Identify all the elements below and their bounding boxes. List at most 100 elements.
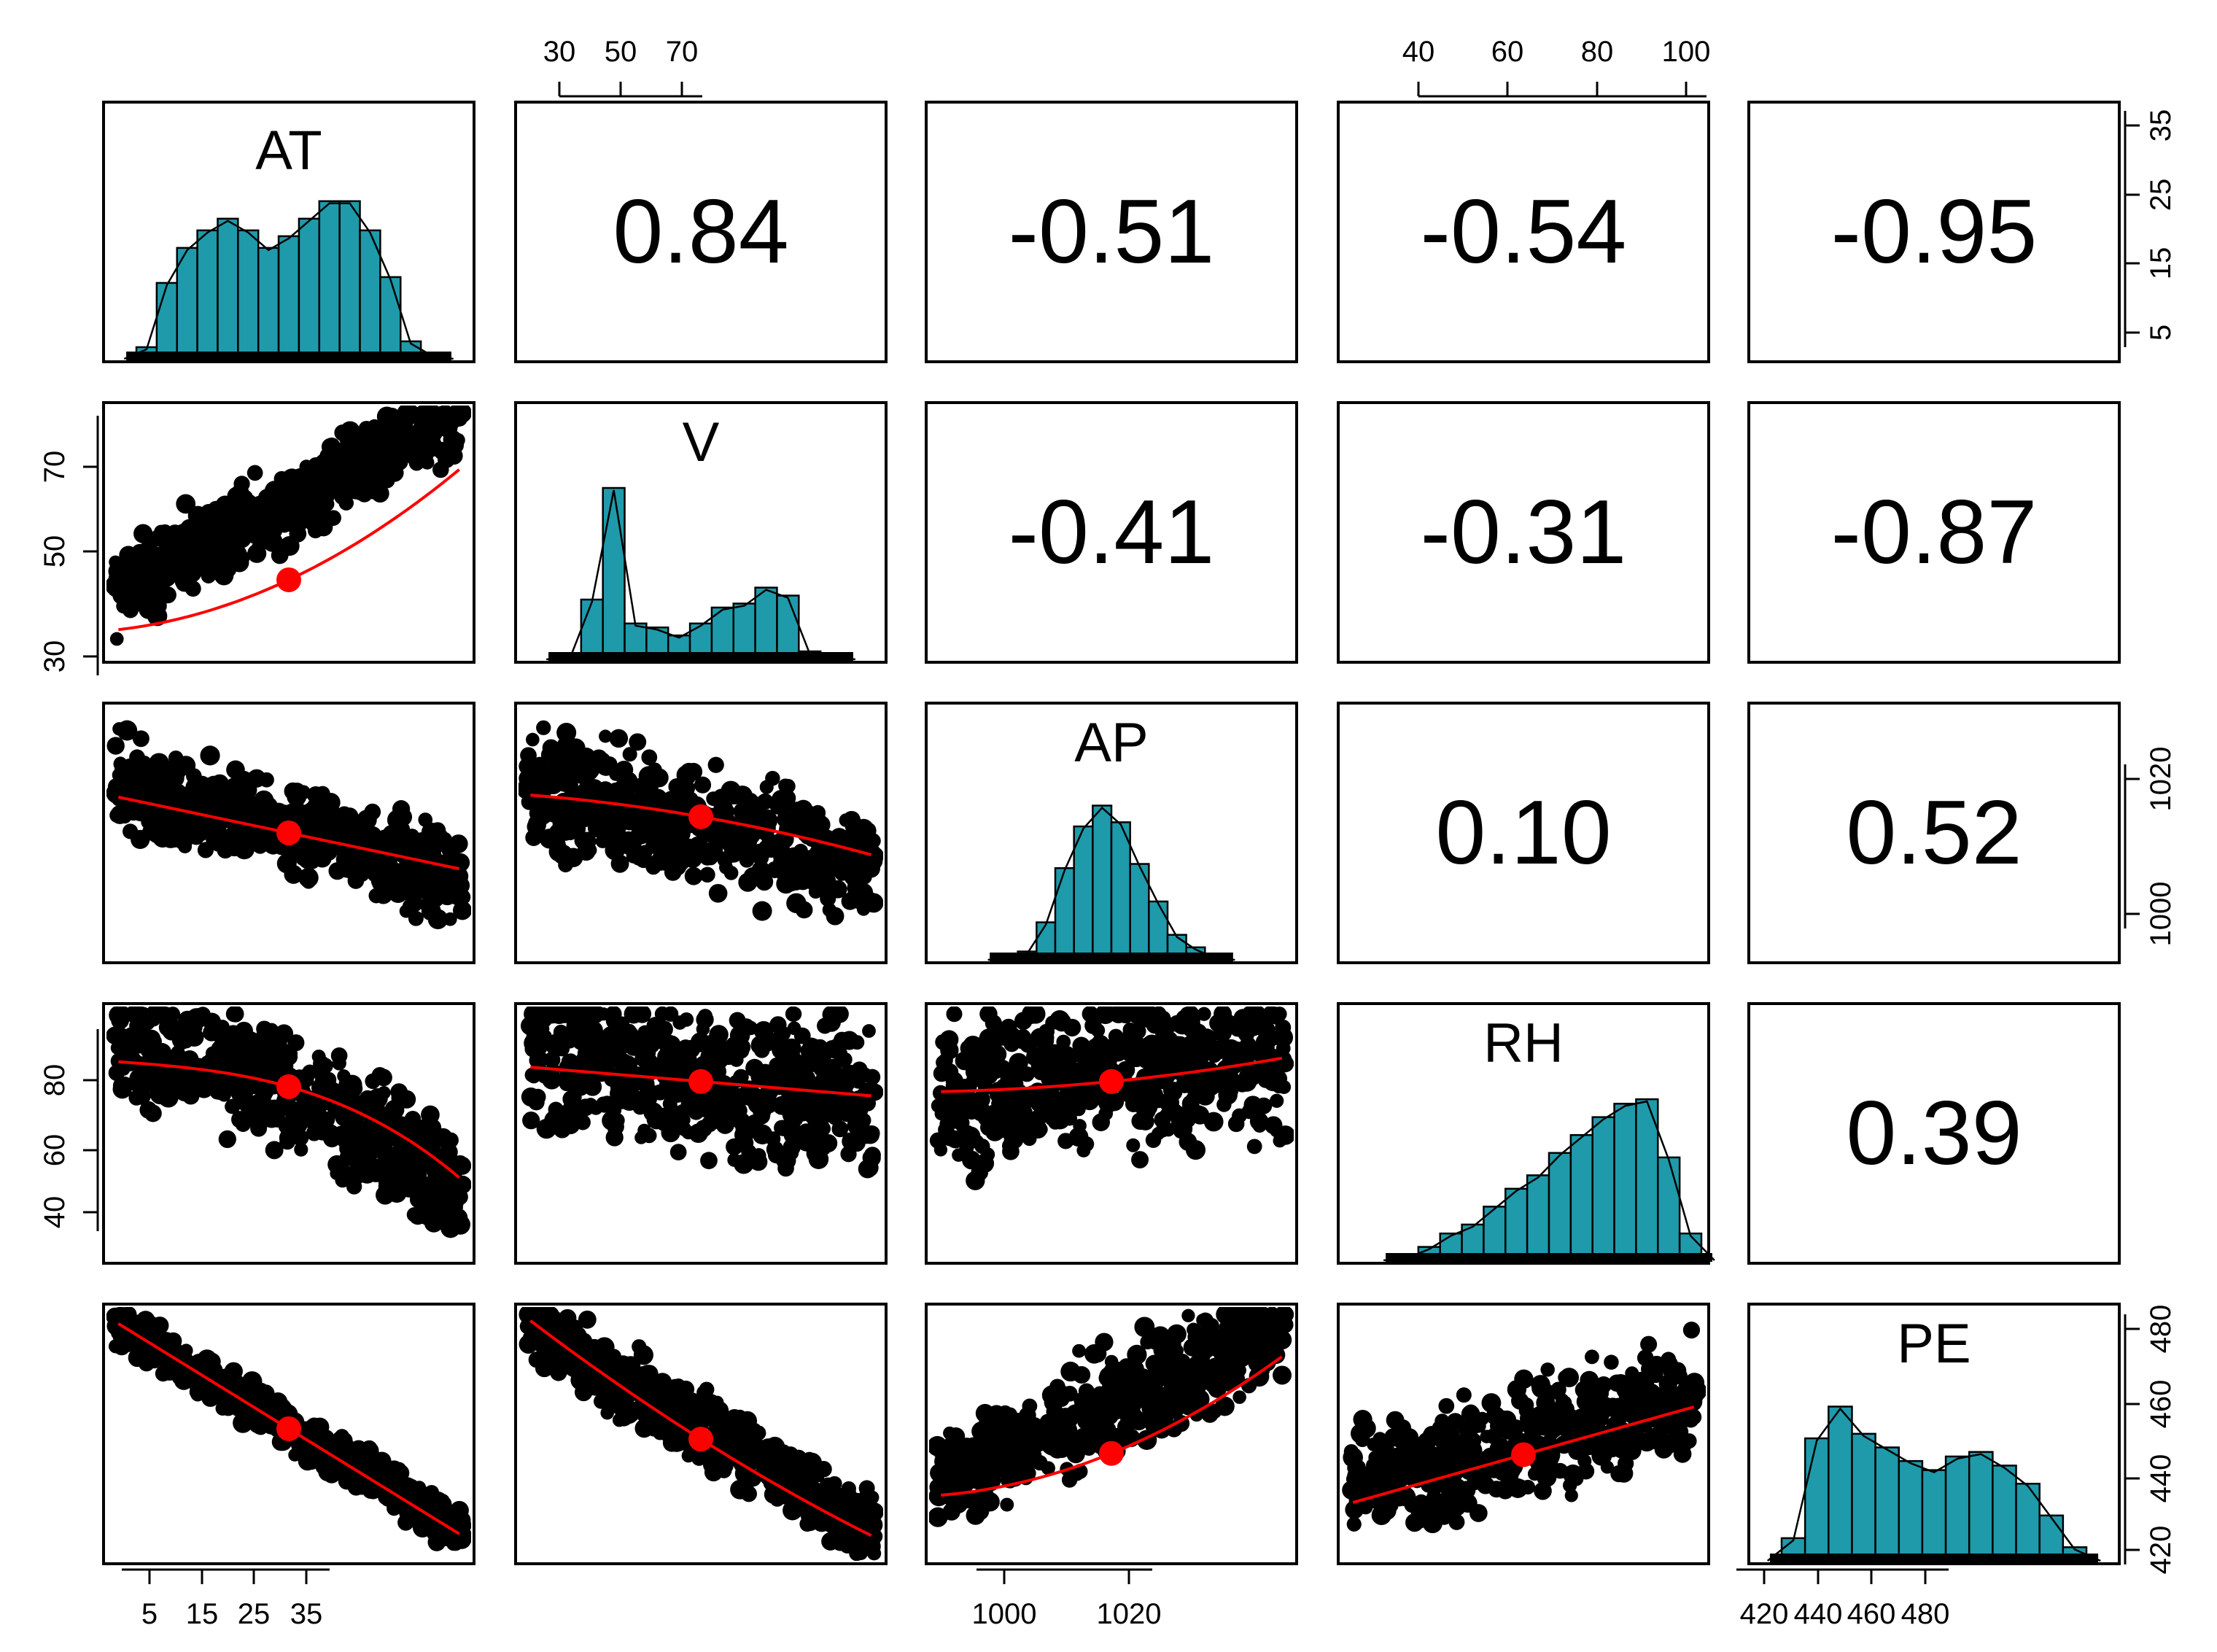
panel-frame-PE-PE [1747, 1303, 2121, 1565]
x-axis-top-V: 30 50 70 [543, 36, 702, 98]
panel-frame-RH-PE [1747, 1002, 2121, 1265]
y-axis-right-AP: 1000 1020 [2124, 747, 2177, 947]
x-axis-bottom-PE: 420 440 460 480 [1736, 1568, 1950, 1630]
tick-label-30: 30 [39, 640, 71, 673]
density-curve-AP [987, 806, 1235, 961]
scatter-AP-vs-AT [106, 720, 471, 930]
tick-label-420: 420 [1740, 1598, 1789, 1630]
y-axis-right-AT: 5 15 25 35 [2124, 109, 2177, 347]
tick-label-440: 440 [2145, 1454, 2177, 1503]
x-axis-bottom-AT: 5 15 25 35 [122, 1568, 330, 1630]
tick-label-50: 50 [605, 36, 637, 68]
bar-V-3 [602, 486, 626, 661]
scatter-V-vs-AT [106, 406, 471, 646]
scatter-RH-vs-AP [929, 1007, 1294, 1190]
bar-RH-6 [1504, 1187, 1529, 1262]
corr-AT-PE: -0.95 [1831, 182, 2038, 282]
tick-label-70: 70 [39, 451, 71, 484]
tick-label-40: 40 [39, 1196, 71, 1229]
panel-frame-PE-V [514, 1303, 888, 1565]
scatter-RH-vs-AT [106, 1007, 471, 1238]
corr-AP-RH: 0.10 [1435, 783, 1611, 883]
y-axis-left-RH: 40 60 80 [39, 1029, 99, 1231]
corr-V-AP: -0.41 [1009, 482, 1215, 583]
bar-RH-8 [1548, 1152, 1572, 1262]
point-cloud-PE-RH [1342, 1322, 1706, 1534]
corr-AT-V: 0.84 [613, 182, 788, 282]
bar-RH-9 [1569, 1133, 1593, 1262]
histogram-AP: AP [987, 712, 1235, 961]
bar-V-10 [754, 586, 778, 661]
scatter-PE-vs-AP [929, 1307, 1294, 1527]
tick-label-460: 460 [1847, 1598, 1896, 1630]
mean-point-PE-V [688, 1427, 713, 1452]
tick-label-1000: 1000 [2145, 882, 2177, 947]
bar-V-9 [732, 602, 756, 661]
tick-label-40: 40 [1402, 36, 1435, 68]
bar-AT-5 [217, 217, 239, 360]
bar-AT-3 [176, 247, 198, 360]
panel-frame-RH-V [514, 1002, 888, 1265]
tick-label-70: 70 [666, 36, 699, 68]
panel-frame-V-PE [1747, 401, 2121, 664]
panel-frame-V-RH [1337, 401, 1710, 664]
bar-RH-11 [1613, 1102, 1637, 1262]
panel-frame-AT-V [514, 101, 888, 363]
tick-label-35: 35 [2145, 109, 2177, 142]
scatter-RH-vs-V [520, 1007, 883, 1179]
bar-RH-10 [1591, 1116, 1615, 1262]
tick-label-60: 60 [1491, 36, 1524, 68]
bar-AT-6 [237, 229, 260, 360]
points-RH-AT [106, 1007, 471, 1238]
bar-AT-12 [359, 229, 381, 360]
bar-AT-8 [277, 235, 300, 360]
bar-AT-10 [318, 200, 341, 360]
density-curve-PE [1766, 1407, 2101, 1562]
bar-PE-5 [1874, 1446, 1900, 1562]
bar-AP-5 [1073, 825, 1094, 961]
bar-PE-7 [1921, 1469, 1947, 1562]
point-cloud-V-AT [106, 406, 471, 646]
corr-AT-RH: -0.54 [1421, 182, 1627, 282]
bar-AT-2 [155, 282, 178, 360]
panel-frame-AP-PE [1747, 702, 2121, 964]
mean-point-RH-V [688, 1069, 713, 1094]
panel-frame-V-AP [925, 401, 1298, 664]
tick-label-15: 15 [2145, 247, 2177, 280]
tick-label-80: 80 [39, 1064, 71, 1097]
bar-PE-10 [1992, 1465, 2017, 1562]
bar-AT-13 [379, 276, 402, 360]
mean-point-RH-AP [1099, 1069, 1124, 1094]
scatter-PE-vs-AT [106, 1307, 471, 1551]
x-axis-bottom-AP: 1000 1020 [972, 1568, 1161, 1630]
mean-point-PE-AP [1099, 1440, 1124, 1466]
tick-label-50: 50 [39, 535, 71, 568]
tick-label-480: 480 [1901, 1598, 1950, 1630]
bar-PE-9 [1968, 1451, 1994, 1562]
panel-frame-AP-V [514, 702, 888, 964]
bar-AP-4 [1054, 866, 1075, 961]
corr-AP-PE: 0.52 [1846, 783, 2022, 883]
bar-PE-6 [1898, 1459, 1924, 1562]
mean-point-V-AT [276, 567, 301, 592]
mean-point-PE-AT [276, 1416, 301, 1441]
point-cloud-RH-AT [106, 1007, 471, 1238]
panel-frame-PE-AP [925, 1303, 1298, 1565]
corr-RH-PE: 0.39 [1846, 1083, 2022, 1184]
points-RH-AP [929, 1007, 1294, 1190]
tick-label-480: 480 [2145, 1305, 2177, 1354]
bar-PE-8 [1944, 1455, 1971, 1562]
panel-frame-PE-AT [102, 1303, 475, 1565]
bar-AP-9 [1148, 900, 1169, 961]
tick-label-30: 30 [543, 36, 576, 68]
bar-PE-11 [2015, 1483, 2041, 1562]
histogram-RH: RH [1383, 1012, 1715, 1262]
panel-frame-PE-RH [1337, 1303, 1710, 1565]
panel-frame-RH-AP [925, 1002, 1298, 1265]
mean-point-RH-AT [276, 1074, 301, 1099]
tick-label-60: 60 [39, 1134, 71, 1167]
bar-RH-12 [1635, 1098, 1659, 1262]
histogram-PE: PE [1766, 1313, 2101, 1562]
bar-AT-4 [196, 229, 219, 360]
